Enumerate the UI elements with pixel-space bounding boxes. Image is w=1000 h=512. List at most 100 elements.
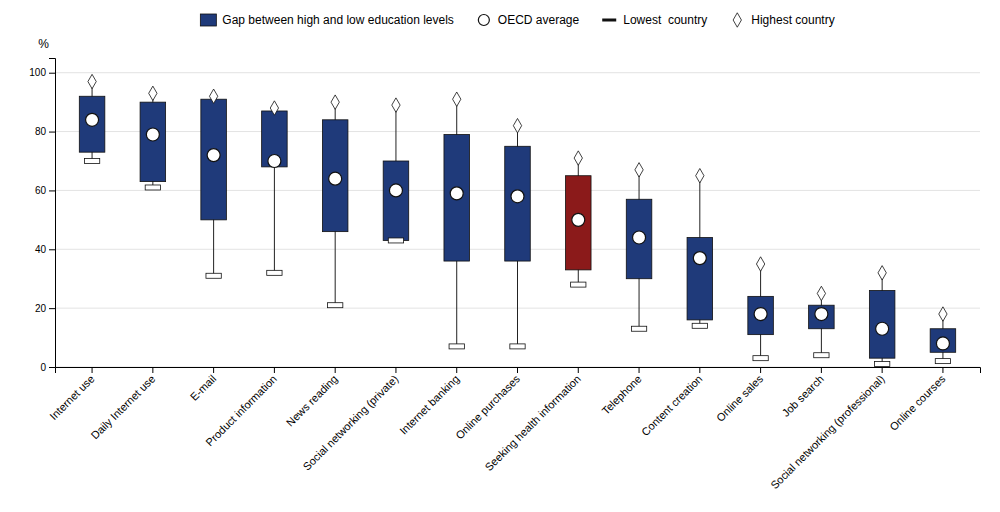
legend-swatch <box>200 14 216 26</box>
x-tick-label: E-mail <box>188 373 219 404</box>
x-tick: Online courses <box>887 367 948 433</box>
lowest-marker <box>267 270 282 275</box>
lowest-marker <box>753 356 768 361</box>
x-tick: Online purchases <box>453 367 522 442</box>
lowest-marker <box>206 273 221 278</box>
highest-marker <box>513 118 521 132</box>
x-tick-mark <box>274 367 275 373</box>
x-tick: Telephone <box>599 367 643 417</box>
lowest-marker <box>935 359 950 364</box>
x-tick-label: Social networking (private) <box>300 373 400 473</box>
highest-marker <box>696 169 704 183</box>
x-axis-line <box>56 368 981 374</box>
y-tick-label: 0 <box>40 362 46 373</box>
average-marker <box>207 149 220 162</box>
lowest-marker <box>449 344 464 349</box>
x-tick-mark <box>942 367 943 373</box>
y-tick-label: 60 <box>35 185 47 196</box>
legend-item: OECD average <box>478 13 579 27</box>
lowest-marker <box>692 323 707 328</box>
legend-swatch <box>478 15 489 26</box>
y-axis-title: % <box>38 37 49 51</box>
range-bar <box>748 296 774 334</box>
x-tick-label: Online sales <box>714 372 766 424</box>
average-marker <box>511 190 524 203</box>
x-tick-mark <box>213 367 214 373</box>
y-tick-label: 40 <box>35 244 47 255</box>
x-tick-label: Internet use <box>47 373 97 423</box>
highest-marker <box>149 86 157 100</box>
y-tick: 0 <box>40 362 55 373</box>
x-axis: Internet useDaily Internet use E-mailProd… <box>47 367 980 491</box>
y-tick-mark <box>49 73 55 74</box>
average-marker <box>268 155 281 168</box>
range-bar <box>566 176 592 270</box>
legend-swatch <box>733 13 741 27</box>
range-bar <box>79 96 105 152</box>
x-tick-label: News reading <box>284 373 340 429</box>
y-tick-mark <box>49 367 55 368</box>
x-tick-mark <box>92 367 93 373</box>
y-tick: 80 <box>35 126 55 137</box>
average-marker <box>815 308 828 321</box>
x-tick-label: Job search <box>780 373 827 420</box>
grid <box>55 73 980 367</box>
x-tick-mark <box>639 367 640 373</box>
x-tick-mark <box>456 367 457 373</box>
average-marker <box>754 308 767 321</box>
x-tick: News reading <box>284 367 340 429</box>
average-marker <box>389 184 402 197</box>
marks <box>79 74 955 366</box>
x-tick: Internet banking <box>397 367 461 437</box>
y-tick: 20 <box>35 303 55 314</box>
lowest-marker <box>84 159 99 164</box>
x-tick-label: Internet banking <box>397 373 461 437</box>
range-bar <box>201 99 227 220</box>
x-tick-label: Online courses <box>887 372 948 433</box>
highest-marker <box>817 286 825 300</box>
x-tick: Online sales <box>714 367 766 424</box>
x-tick: E-mail <box>188 367 219 403</box>
legend-label: Lowest country <box>623 13 707 27</box>
x-tick-mark <box>882 367 883 373</box>
lowest-marker <box>631 326 646 331</box>
y-tick-label: 80 <box>35 126 47 137</box>
y-tick-mark <box>49 308 55 309</box>
average-marker <box>633 231 646 244</box>
y-axis-line <box>49 59 56 368</box>
legend-label: OECD average <box>498 13 580 27</box>
legend-item: Lowest country <box>602 13 707 27</box>
x-tick-label: Daily Internet use <box>88 373 157 442</box>
lowest-marker <box>510 344 525 349</box>
range-bar <box>505 146 531 261</box>
x-tick-label: Product information <box>203 373 279 449</box>
legend-label: Highest country <box>751 13 834 27</box>
highest-marker <box>453 92 461 106</box>
lowest-marker <box>874 362 889 367</box>
y-tick-mark <box>49 190 55 191</box>
y-tick-label: 100 <box>29 67 46 78</box>
highest-marker <box>270 101 278 115</box>
x-tick-label: Telephone <box>599 373 643 417</box>
legend-label: Gap between high and low education level… <box>222 13 454 27</box>
range-bar <box>869 290 895 358</box>
range-bar <box>322 120 348 232</box>
x-tick: Content creation <box>639 367 705 438</box>
range-bar <box>383 161 409 240</box>
x-tick-label: Social networking (professional) <box>768 373 887 492</box>
highest-marker <box>574 151 582 165</box>
lowest-marker <box>814 353 829 358</box>
highest-marker <box>756 257 764 271</box>
lowest-marker <box>571 282 586 287</box>
y-tick: 60 <box>35 185 55 196</box>
x-tick-mark <box>152 367 153 373</box>
grid-line <box>55 72 980 73</box>
x-tick: Internet use <box>47 367 97 422</box>
legend-item: Gap between high and low education level… <box>200 13 454 27</box>
legend-item: Highest country <box>733 13 835 27</box>
average-marker <box>146 128 159 141</box>
range-bar <box>930 329 956 353</box>
y-tick: 100 <box>29 67 55 78</box>
highest-marker <box>939 307 947 321</box>
chart: 0 20 40 60 80 100 Internet useDaily Internet u… <box>0 0 1000 512</box>
